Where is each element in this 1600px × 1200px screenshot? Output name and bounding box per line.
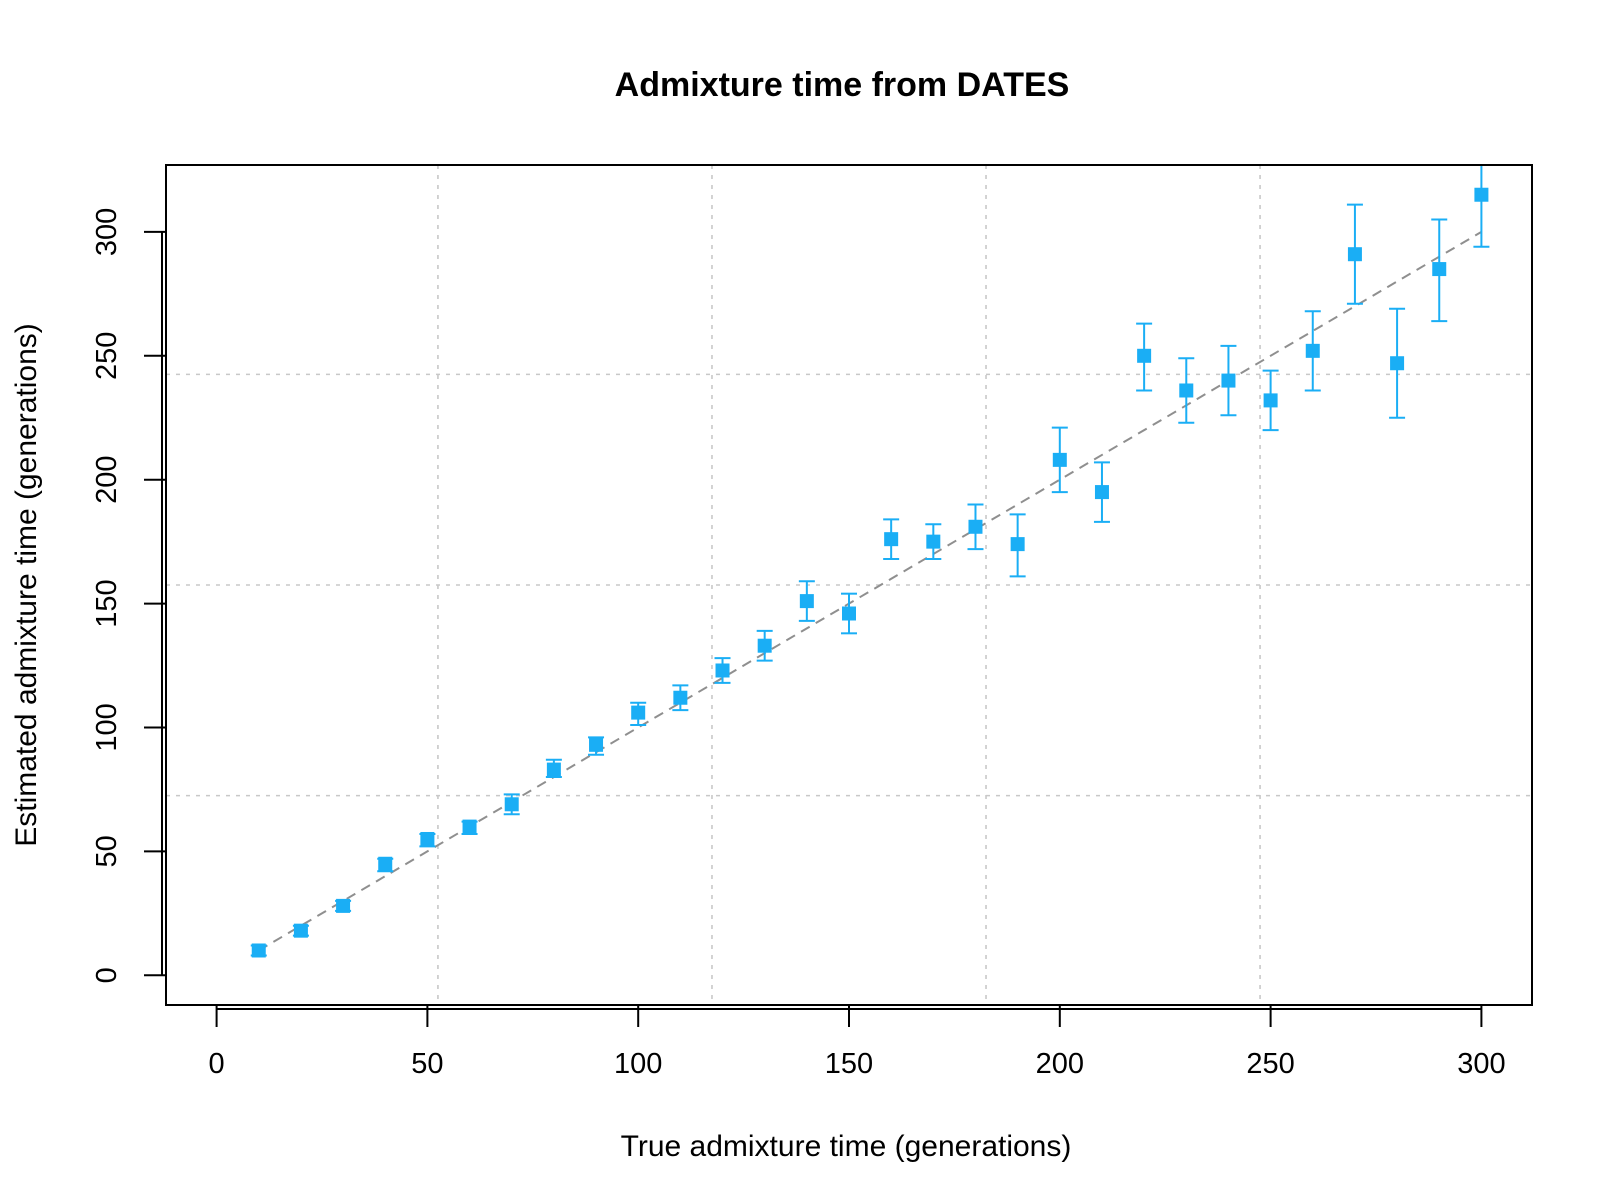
y-tick-label: 250 bbox=[91, 332, 123, 380]
chart-title: Admixture time from DATES bbox=[615, 66, 1070, 104]
x-axis-label: True admixture time (generations) bbox=[621, 1130, 1072, 1163]
y-tick-label: 0 bbox=[91, 967, 123, 983]
y-axis-label: Estimated admixture time (generations) bbox=[10, 323, 43, 847]
data-point bbox=[420, 831, 435, 846]
data-point bbox=[1179, 383, 1194, 398]
y-axis: 0 50 100 150 200 250 300 bbox=[91, 208, 166, 983]
data-point bbox=[926, 534, 941, 549]
identity-reference-line bbox=[258, 231, 1482, 952]
x-axis: 0 50 100 150 200 250 300 bbox=[209, 1005, 1506, 1080]
data-point bbox=[1432, 262, 1447, 277]
data-point bbox=[1094, 485, 1109, 500]
data-point bbox=[251, 943, 266, 958]
data-point bbox=[884, 532, 899, 547]
x-tick-label: 300 bbox=[1457, 1048, 1505, 1080]
x-tick-label: 150 bbox=[825, 1048, 873, 1080]
data-point bbox=[673, 690, 688, 705]
data-point bbox=[504, 797, 519, 812]
data-point bbox=[378, 856, 393, 871]
x-tick-label: 200 bbox=[1036, 1048, 1084, 1080]
data-point bbox=[1221, 373, 1236, 388]
data-point bbox=[462, 819, 477, 834]
data-point bbox=[1263, 393, 1278, 408]
data-points bbox=[251, 187, 1489, 958]
data-point bbox=[715, 663, 730, 678]
grid-lines bbox=[166, 165, 1532, 1005]
data-point bbox=[1305, 343, 1320, 358]
y-tick-label: 150 bbox=[91, 579, 123, 627]
data-point bbox=[336, 898, 351, 913]
data-point bbox=[631, 705, 646, 720]
error-bars bbox=[250, 164, 1490, 957]
y-tick-label: 200 bbox=[91, 455, 123, 503]
data-point bbox=[589, 737, 604, 752]
x-tick-label: 0 bbox=[209, 1048, 225, 1080]
y-tick-label: 50 bbox=[91, 835, 123, 867]
x-tick-label: 250 bbox=[1246, 1048, 1294, 1080]
data-point bbox=[1390, 356, 1405, 371]
data-point bbox=[968, 519, 983, 534]
data-point bbox=[1347, 247, 1362, 262]
data-point bbox=[1010, 537, 1025, 552]
data-point bbox=[1052, 452, 1067, 467]
y-tick-label: 100 bbox=[91, 703, 123, 751]
data-point bbox=[1137, 348, 1152, 363]
x-tick-label: 50 bbox=[411, 1048, 443, 1080]
x-tick-label: 100 bbox=[614, 1048, 662, 1080]
data-point bbox=[757, 638, 772, 653]
data-point bbox=[546, 762, 561, 777]
data-point bbox=[1474, 187, 1489, 202]
data-point bbox=[842, 606, 856, 621]
y-tick-label: 300 bbox=[91, 208, 123, 256]
data-point bbox=[799, 594, 814, 609]
data-point bbox=[293, 923, 308, 938]
